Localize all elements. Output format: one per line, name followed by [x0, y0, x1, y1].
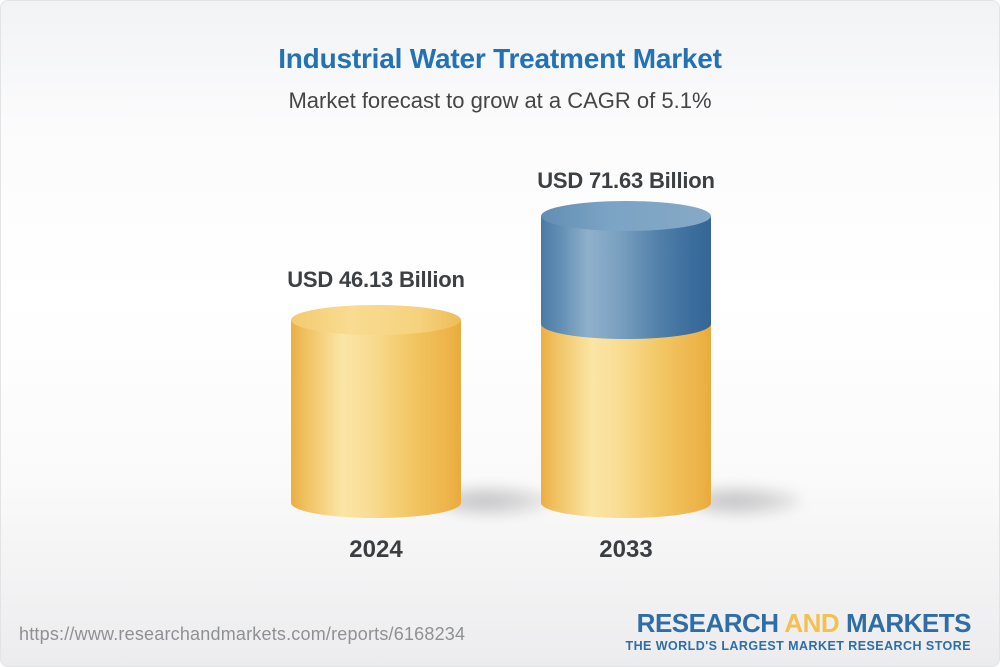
bar-cylinder-2024 — [291, 305, 461, 518]
logo-tagline: THE WORLD'S LARGEST MARKET RESEARCH STOR… — [625, 638, 971, 653]
chart-subtitle: Market forecast to grow at a CAGR of 5.1… — [288, 88, 712, 113]
value-label-2033: USD 71.63 Billion — [537, 168, 715, 193]
logo-word-research: RESEARCH — [636, 607, 779, 638]
value-label-2024: USD 46.13 Billion — [287, 267, 465, 292]
category-label-2033: 2033 — [599, 536, 653, 563]
report-url: https://www.researchandmarkets.com/repor… — [19, 624, 466, 644]
logo-word-and: AND — [784, 607, 840, 638]
logo-wordmark: RESEARCH AND MARKETS — [625, 607, 972, 638]
bar-cylinder-2033 — [541, 201, 711, 518]
category-label-2024: 2024 — [349, 536, 403, 563]
page-title: Industrial Water Treatment Market — [278, 43, 722, 74]
logo-word-markets: MARKETS — [845, 607, 972, 638]
research-and-markets-logo: RESEARCH AND MARKETS THE WORLD'S LARGEST… — [625, 610, 971, 653]
